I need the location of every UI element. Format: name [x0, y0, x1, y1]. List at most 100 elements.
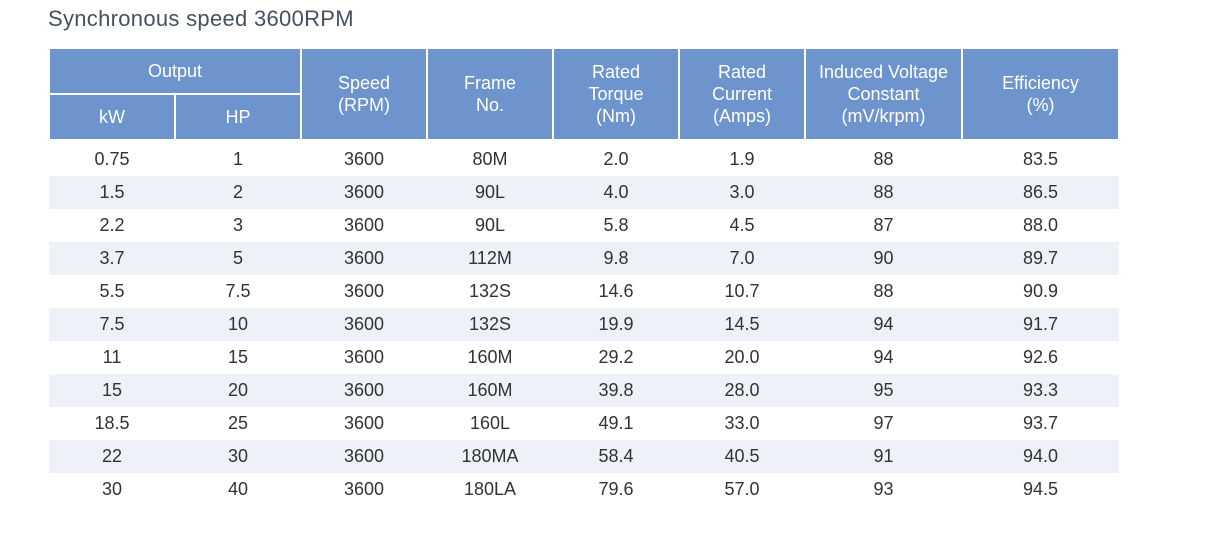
cell-voltage: 88	[873, 281, 894, 301]
cell-hp: 40	[227, 479, 249, 499]
header-output: Output	[47, 47, 303, 95]
table-row: 1.5 2 3600 90L 4.0 3.0 88 86.5	[49, 176, 1120, 209]
cell-voltage: 90	[805, 242, 963, 275]
table-row: 5.5 7.5 3600 132S 14.6 10.7 88 90.9	[49, 275, 1119, 308]
cell-speed: 3600	[343, 149, 385, 169]
header-rated-torque: Rated Torque (Nm)	[552, 47, 681, 141]
cell-current: 57.0	[724, 479, 760, 499]
cell-frame: 180LA	[463, 479, 517, 499]
cell-efficiency: 88.0	[1022, 215, 1059, 235]
table-row: 11 15 3600 160M 29.2 20.0 94 92.6	[49, 341, 1119, 374]
cell-hp: 15	[227, 347, 249, 367]
cell-voltage: 97	[873, 413, 894, 433]
cell-hp: 25	[227, 413, 249, 433]
table-row: 2.2 3 3600 90L 5.8 4.5 87 88.0	[49, 209, 1119, 242]
page-title: Synchronous speed 3600RPM	[48, 6, 354, 31]
cell-efficiency: 94.0	[962, 440, 1120, 473]
cell-torque: 49.1	[598, 413, 634, 433]
cell-kw: 30	[101, 479, 123, 499]
cell-current: 14.5	[679, 308, 806, 341]
header-induced-voltage: Induced Voltage Constant (mV/krpm)	[804, 47, 964, 141]
cell-speed: 3600	[343, 215, 385, 235]
header-hp: HP	[173, 93, 303, 141]
cell-hp: 1	[233, 149, 244, 169]
cell-kw: 0.75	[94, 149, 130, 169]
table-header: Output Speed (RPM) Frame No. Rated Torqu…	[47, 47, 1121, 141]
cell-torque: 2.0	[603, 149, 629, 169]
header-speed: Speed (RPM)	[300, 47, 429, 141]
cell-frame: 160L	[469, 413, 511, 433]
cell-kw: 3.7	[49, 242, 175, 275]
cell-efficiency: 92.6	[1022, 347, 1059, 367]
cell-current: 7.0	[679, 242, 806, 275]
cell-hp: 3	[233, 215, 244, 235]
cell-kw: 18.5	[94, 413, 130, 433]
cell-current: 28.0	[679, 374, 806, 407]
cell-efficiency: 91.7	[962, 308, 1120, 341]
cell-frame: 90L	[427, 176, 554, 209]
cell-hp: 2	[175, 176, 302, 209]
cell-frame: 112M	[427, 242, 554, 275]
cell-voltage: 94	[873, 347, 894, 367]
cell-current: 40.5	[679, 440, 806, 473]
cell-hp: 5	[175, 242, 302, 275]
cell-efficiency: 90.9	[1022, 281, 1059, 301]
table-body: 0.75 1 3600 80M 2.0 1.9 88 83.5 1.5 2 3600 90L 4.0 3.…	[49, 140, 1120, 506]
cell-voltage: 88	[805, 176, 963, 209]
cell-speed: 3600	[343, 479, 385, 499]
cell-hp: 10	[175, 308, 302, 341]
cell-kw: 15	[49, 374, 175, 407]
cell-torque: 9.8	[553, 242, 680, 275]
cell-efficiency: 94.5	[1022, 479, 1059, 499]
cell-kw: 1.5	[49, 176, 175, 209]
header-frame: Frame No.	[426, 47, 555, 141]
cell-frame: 160M	[467, 347, 513, 367]
cell-efficiency: 93.7	[1022, 413, 1059, 433]
cell-current: 33.0	[724, 413, 760, 433]
cell-torque: 19.9	[553, 308, 680, 341]
cell-speed: 3600	[301, 242, 428, 275]
cell-speed: 3600	[301, 308, 428, 341]
table-row: 3.7 5 3600 112M 9.8 7.0 90 89.7	[49, 242, 1120, 275]
cell-hp: 7.5	[225, 281, 251, 301]
table-row: 0.75 1 3600 80M 2.0 1.9 88 83.5	[49, 140, 1119, 176]
cell-kw: 11	[102, 347, 122, 367]
cell-speed: 3600	[343, 281, 385, 301]
cell-voltage: 95	[805, 374, 963, 407]
cell-speed: 3600	[301, 440, 428, 473]
header-efficiency: Efficiency (%)	[961, 47, 1121, 141]
table-row: 7.5 10 3600 132S 19.9 14.5 94 91.7	[49, 308, 1120, 341]
table-row: 22 30 3600 180MA 58.4 40.5 91 94.0	[49, 440, 1120, 473]
cell-torque: 14.6	[598, 281, 634, 301]
cell-frame: 160M	[427, 374, 554, 407]
cell-current: 10.7	[724, 281, 760, 301]
cell-efficiency: 86.5	[962, 176, 1120, 209]
cell-efficiency: 93.3	[962, 374, 1120, 407]
cell-frame: 90L	[474, 215, 506, 235]
cell-torque: 4.0	[553, 176, 680, 209]
cell-torque: 29.2	[598, 347, 634, 367]
motor-spec-table: Output Speed (RPM) Frame No. Rated Torqu…	[47, 47, 1121, 506]
table-row: 30 40 3600 180LA 79.6 57.0 93 94.5	[49, 473, 1119, 506]
cell-voltage: 93	[873, 479, 894, 499]
cell-efficiency: 89.7	[962, 242, 1120, 275]
cell-kw: 2.2	[99, 215, 125, 235]
cell-torque: 5.8	[603, 215, 629, 235]
cell-kw: 22	[49, 440, 175, 473]
cell-current: 1.9	[729, 149, 755, 169]
cell-kw: 7.5	[49, 308, 175, 341]
cell-torque: 58.4	[553, 440, 680, 473]
cell-efficiency: 83.5	[1022, 149, 1059, 169]
cell-current: 4.5	[729, 215, 755, 235]
cell-current: 3.0	[679, 176, 806, 209]
header-kw: kW	[48, 93, 176, 141]
cell-speed: 3600	[343, 347, 385, 367]
cell-frame: 132S	[427, 308, 554, 341]
cell-torque: 79.6	[598, 479, 634, 499]
cell-frame: 180MA	[427, 440, 554, 473]
cell-torque: 39.8	[553, 374, 680, 407]
cell-frame: 80M	[472, 149, 508, 169]
table-row: 15 20 3600 160M 39.8 28.0 95 93.3	[49, 374, 1120, 407]
cell-voltage: 94	[805, 308, 963, 341]
cell-frame: 132S	[468, 281, 512, 301]
